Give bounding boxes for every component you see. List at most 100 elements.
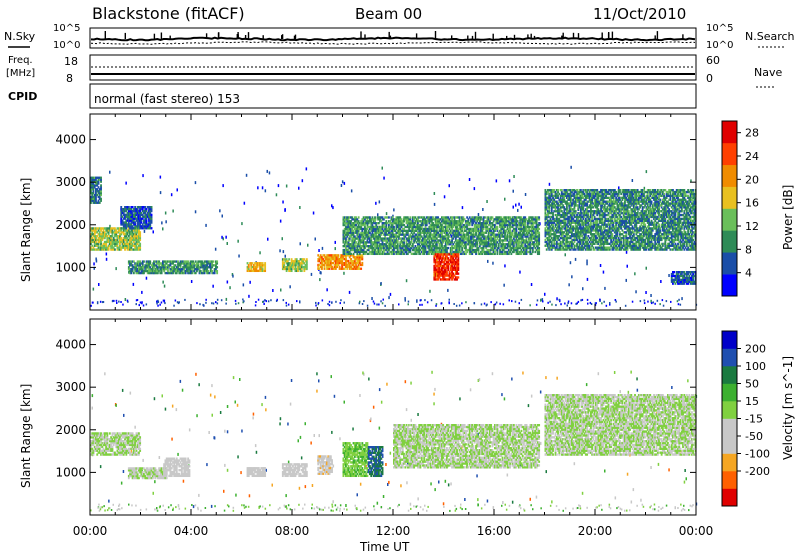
echo-cell: [149, 262, 152, 265]
echo-cell: [404, 233, 407, 236]
echo-cell: [124, 236, 126, 240]
echo-cell: [91, 188, 94, 191]
echo-cell: [399, 216, 402, 219]
echo-cell: [96, 238, 99, 242]
echo-cell: [343, 248, 346, 252]
echo-cell: [347, 254, 350, 257]
echo-cell: [290, 260, 293, 263]
echo-cell: [185, 260, 188, 263]
echo-speckle: [482, 208, 484, 211]
echo-cell: [197, 264, 200, 267]
echo-cell: [201, 266, 203, 269]
echo-cell: [404, 235, 407, 238]
echo-cell: [146, 266, 149, 269]
echo-cell: [429, 231, 432, 234]
echo-cell: [420, 216, 423, 219]
echo-cell: [107, 233, 110, 236]
echo-cell: [357, 263, 360, 267]
echo-cell: [362, 246, 365, 250]
echo-cell: [114, 240, 116, 244]
echo-cell: [369, 237, 371, 240]
echo-cell: [362, 252, 365, 256]
echo-cell: [135, 208, 138, 211]
echo-cell: [185, 266, 188, 269]
echo-cell: [380, 231, 383, 234]
echo-cell: [102, 227, 105, 230]
echo-cell: [366, 252, 369, 256]
echo-cell: [134, 209, 137, 213]
echo-cell: [120, 229, 123, 232]
echo-cell: [256, 265, 259, 269]
echo-cell: [343, 241, 346, 244]
echo-cell: [360, 239, 363, 242]
echo-cell: [423, 239, 426, 242]
echo-speckle: [625, 278, 627, 282]
echo-cell: [119, 229, 121, 232]
echo-cell: [411, 248, 414, 252]
echo-cell: [127, 231, 130, 234]
echo-speckle: [373, 302, 376, 305]
echo-cell: [374, 216, 376, 219]
echo-cell: [145, 260, 148, 263]
echo-speckle: [339, 302, 341, 305]
echo-cell: [145, 213, 148, 217]
echo-cell: [405, 225, 408, 229]
echo-cell: [386, 227, 389, 231]
echo-speckle: [243, 201, 246, 205]
echo-speckle: [518, 202, 520, 206]
echo-cell: [405, 218, 408, 221]
echo-speckle: [625, 212, 627, 216]
echo-cell: [331, 265, 333, 269]
echo-cell: [367, 237, 370, 240]
echo-cell: [135, 229, 138, 232]
echo-cell: [447, 246, 450, 250]
echo-speckle: [220, 299, 223, 302]
echo-cell: [177, 260, 179, 263]
echo-cell: [356, 254, 359, 257]
echo-speckle: [520, 298, 523, 301]
echo-cell: [424, 250, 427, 254]
echo-cell: [342, 250, 345, 254]
echo-cell: [418, 245, 421, 248]
echo-cell: [427, 237, 429, 240]
echo-cell: [340, 254, 342, 257]
echo-cell: [177, 268, 179, 271]
echo-cell: [386, 250, 389, 254]
echo-cell: [91, 248, 94, 251]
echo-cell: [154, 269, 157, 273]
echo-cell: [254, 265, 256, 269]
echo-speckle: [105, 252, 108, 256]
echo-cell: [400, 237, 403, 240]
echo-speckle: [237, 302, 240, 305]
echo-cell: [130, 209, 133, 213]
echo-cell: [376, 225, 379, 229]
echo-cell: [348, 250, 351, 254]
echo-cell: [357, 241, 360, 244]
echo-cell: [136, 236, 139, 240]
echo-cell: [376, 243, 379, 246]
echo-cell: [98, 176, 101, 179]
echo-cell: [125, 206, 128, 209]
echo-cell: [130, 242, 133, 246]
echo-cell: [160, 266, 163, 269]
echo-cell: [295, 264, 298, 267]
echo-speckle: [279, 249, 281, 253]
echo-cell: [167, 269, 169, 273]
echo-cell: [357, 261, 360, 265]
echo-cell: [447, 266, 450, 270]
echo-cell: [425, 216, 428, 219]
echo-cell: [321, 261, 323, 265]
echo-cell: [92, 192, 95, 195]
echo-cell: [117, 246, 120, 249]
echo-cell: [154, 264, 157, 267]
echo-cell: [334, 258, 337, 261]
echo-cell: [395, 227, 398, 231]
echo-cell: [188, 262, 191, 265]
echo-cell: [428, 227, 431, 231]
echo-cell: [381, 223, 384, 227]
echo-speckle: [160, 301, 163, 304]
echo-cell: [130, 223, 133, 226]
echo-speckle: [176, 188, 178, 192]
echo-cell: [371, 216, 374, 219]
echo-cell: [180, 260, 183, 263]
